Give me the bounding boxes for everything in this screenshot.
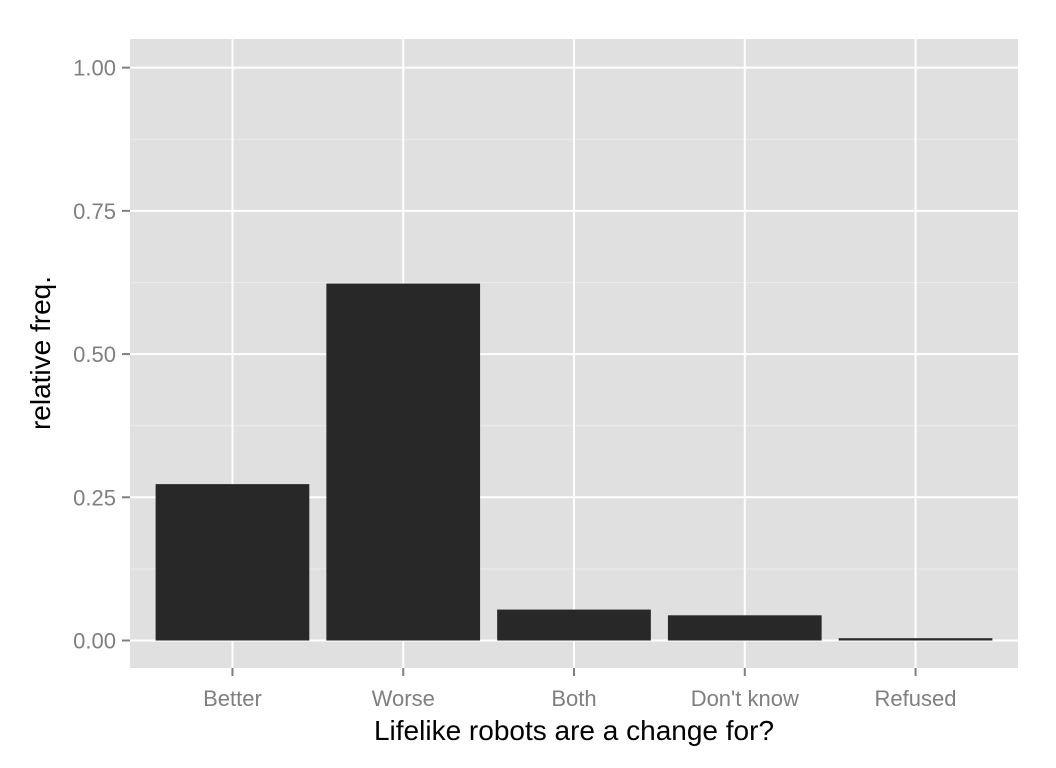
y-tick-label: 0.50 (73, 342, 116, 367)
x-tick-label: Better (203, 686, 262, 711)
x-tick-label: Refused (875, 686, 957, 711)
y-tick-label: 0.25 (73, 485, 116, 510)
y-tick-label: 0.75 (73, 199, 116, 224)
bar (326, 283, 481, 641)
bars (155, 283, 993, 641)
x-tick-label: Worse (372, 686, 435, 711)
y-tick-label: 0.00 (73, 629, 116, 654)
bar (838, 638, 993, 641)
x-tick-label: Both (551, 686, 596, 711)
x-axis-title: Lifelike robots are a change for? (374, 715, 774, 746)
bar (667, 615, 822, 641)
x-axis: Better Worse Both Don't know Refused (203, 668, 957, 711)
x-tick-label: Don't know (691, 686, 799, 711)
y-axis: 0.00 0.25 0.50 0.75 1.00 (73, 56, 130, 654)
y-axis-title: relative freq. (25, 276, 56, 430)
bar (155, 484, 310, 641)
bar (497, 609, 651, 641)
y-tick-label: 1.00 (73, 56, 116, 81)
